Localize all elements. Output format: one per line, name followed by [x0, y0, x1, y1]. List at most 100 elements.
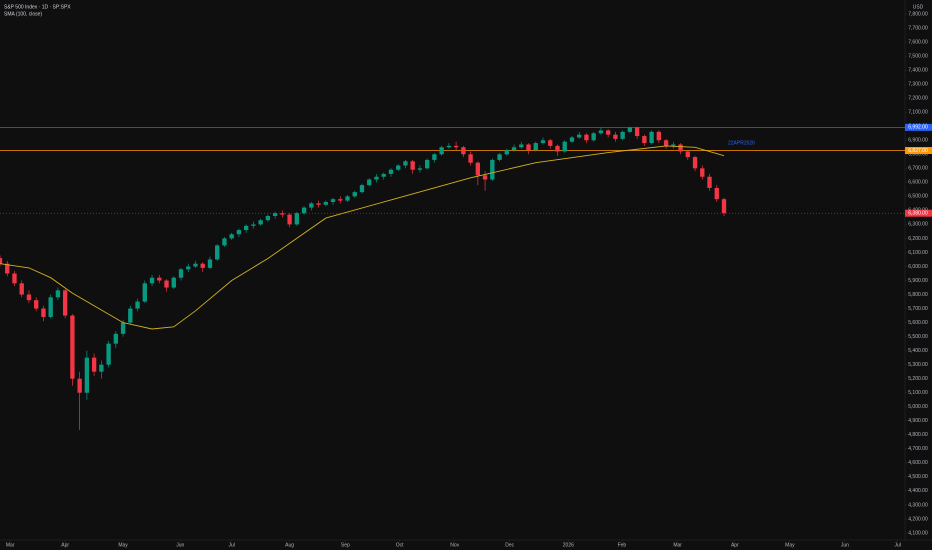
candle-body [548, 140, 553, 146]
y-tick-label: 5,800.00 [908, 292, 928, 298]
y-tick-label: 6,300.00 [908, 222, 928, 228]
y-tick-label: 6,000.00 [908, 264, 928, 270]
candle-body [562, 141, 567, 152]
y-tick-label: 7,400.00 [908, 67, 928, 73]
candle-body [215, 245, 220, 260]
y-tick-label: 7,200.00 [908, 96, 928, 102]
candle-body [120, 322, 126, 334]
candle-body [186, 266, 191, 270]
candle-body [99, 364, 104, 372]
candle-body [396, 165, 401, 170]
candle-body [591, 133, 596, 141]
candle-body [533, 143, 538, 151]
candle-body [330, 199, 336, 202]
y-tick-label: 7,300.00 [908, 81, 928, 87]
candle-body [403, 161, 408, 166]
candle-body [446, 145, 452, 148]
x-tick-label: Aug [285, 542, 294, 548]
y-tick-label: 5,100.00 [908, 390, 928, 396]
candle-body [584, 134, 589, 141]
candle-body [70, 315, 75, 379]
y-tick-label: 4,100.00 [908, 530, 928, 536]
candle-body [280, 213, 285, 215]
x-tick-label: Oct [396, 542, 404, 548]
candle-body [200, 263, 205, 268]
y-tick-label: 4,200.00 [908, 516, 928, 522]
candle-body [555, 145, 560, 152]
candle-body [48, 297, 53, 317]
candle-body [193, 263, 198, 267]
candle-body [207, 259, 213, 268]
y-tick-label: 7,600.00 [908, 39, 928, 45]
level-tag [905, 146, 932, 154]
candle-body [0, 258, 3, 264]
candle-body [504, 150, 509, 155]
candle-body [605, 130, 611, 135]
candle-body [598, 130, 604, 134]
x-tick-label: Jun [841, 542, 849, 548]
x-tick-label: Nov [450, 542, 459, 548]
x-tick-label: May [785, 542, 795, 548]
y-tick-label: 4,300.00 [908, 502, 928, 508]
candle-body [424, 159, 430, 169]
candle-body [113, 333, 119, 344]
indicator-name[interactable]: SMA (100, close) [4, 11, 42, 17]
candle-body [316, 203, 321, 205]
y-tick-label: 6,900.00 [908, 138, 928, 144]
candle-body [258, 220, 263, 225]
y-tick-label: 7,500.00 [908, 53, 928, 59]
candle-body [26, 294, 32, 301]
y-tick-label: 5,300.00 [908, 362, 928, 368]
y-tick-label: 5,700.00 [908, 306, 928, 312]
candle-body [461, 147, 466, 155]
candle-body [178, 269, 184, 278]
annotation: 22APR2026 [728, 140, 755, 146]
candle-body [490, 159, 495, 180]
candle-body [367, 179, 372, 186]
candle-body [707, 176, 712, 188]
y-tick-label: 4,900.00 [908, 418, 928, 424]
candle-body [34, 300, 39, 309]
candle-body [142, 283, 147, 302]
y-tick-label: 5,500.00 [908, 334, 928, 340]
y-tick-label: 4,400.00 [908, 488, 928, 494]
candle-body [388, 169, 394, 174]
candle-body [482, 175, 488, 180]
candle-body [663, 140, 669, 146]
x-tick-label: Sep [341, 542, 350, 548]
candle-body [692, 157, 698, 169]
x-tick-label: Jul [895, 542, 901, 548]
currency[interactable]: USD [913, 4, 924, 10]
y-tick-label: 5,000.00 [908, 404, 928, 410]
candle-body [345, 196, 350, 201]
x-tick-label: May [118, 542, 128, 548]
candle-body [19, 283, 24, 295]
candle-body [12, 273, 17, 284]
candle-body [649, 131, 654, 144]
candle-body [149, 277, 155, 284]
candle-body [352, 192, 357, 197]
candle-body [236, 230, 242, 235]
y-tick-label: 7,800.00 [908, 11, 928, 17]
candle-body [301, 207, 307, 214]
x-tick-label: Dec [505, 542, 514, 548]
candle-body [721, 199, 727, 214]
chart-title[interactable]: S&P 500 Index · 1D · SP:SPX [4, 4, 71, 10]
candle-body [613, 134, 618, 139]
candle-body [642, 136, 647, 144]
level-tag [905, 123, 932, 131]
candle-body [157, 277, 162, 281]
candle-body [62, 290, 68, 316]
x-tick-label: Jul [228, 542, 234, 548]
candle-body [265, 216, 271, 221]
y-tick-label: 6,700.00 [908, 166, 928, 172]
candle-body [164, 280, 169, 288]
candle-body [678, 144, 683, 152]
candle-body [620, 131, 625, 139]
candle-body [55, 290, 61, 298]
candle-body [41, 308, 46, 317]
candle-body [671, 144, 676, 146]
y-tick-label: 5,600.00 [908, 320, 928, 326]
candle-body [287, 214, 292, 225]
